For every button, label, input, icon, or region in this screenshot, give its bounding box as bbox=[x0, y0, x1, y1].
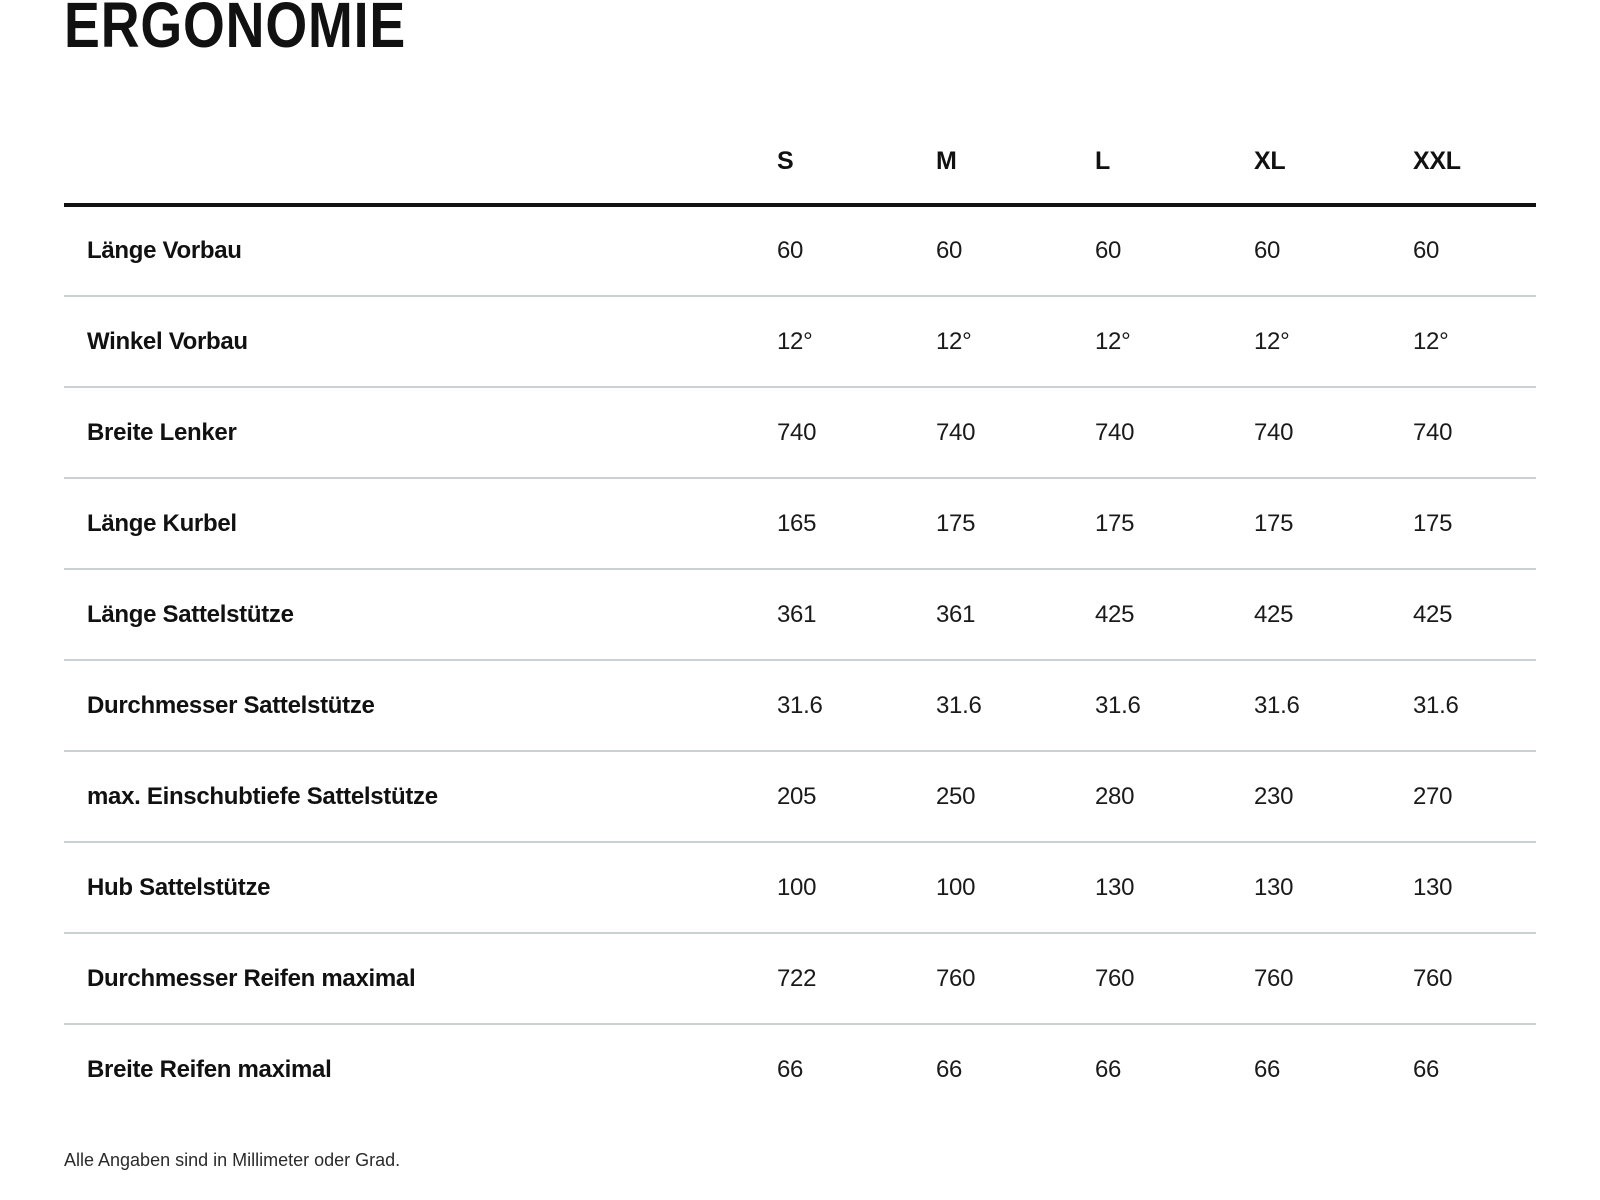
row-label: Breite Lenker bbox=[64, 387, 777, 479]
size-header-row: S M L XL XXL bbox=[64, 120, 1536, 207]
size-header-xl: XL bbox=[1254, 120, 1413, 207]
cell-value: 722 bbox=[777, 933, 936, 1025]
cell-value: 175 bbox=[1095, 478, 1254, 570]
row-label: Hub Sattelstütze bbox=[64, 842, 777, 934]
cell-value: 12° bbox=[1413, 296, 1536, 388]
cell-value: 12° bbox=[936, 296, 1095, 388]
cell-value: 425 bbox=[1095, 569, 1254, 661]
row-label: Länge Kurbel bbox=[64, 478, 777, 570]
row-label: max. Einschubtiefe Sattelstütze bbox=[64, 751, 777, 843]
cell-value: 205 bbox=[777, 751, 936, 843]
cell-value: 361 bbox=[936, 569, 1095, 661]
table-row: Länge Sattelstütze 361 361 425 425 425 bbox=[64, 569, 1536, 661]
cell-value: 130 bbox=[1254, 842, 1413, 934]
cell-value: 165 bbox=[777, 478, 936, 570]
page-title: ERGONOMIE bbox=[64, 0, 407, 61]
cell-value: 60 bbox=[936, 205, 1095, 297]
ergonomics-table: S M L XL XXL Länge Vorbau 60 60 60 60 60… bbox=[64, 120, 1536, 1115]
cell-value: 740 bbox=[1095, 387, 1254, 479]
size-header-l: L bbox=[1095, 120, 1254, 207]
table-row: Breite Reifen maximal 66 66 66 66 66 bbox=[64, 1024, 1536, 1115]
cell-value: 31.6 bbox=[1095, 660, 1254, 752]
cell-value: 280 bbox=[1095, 751, 1254, 843]
row-label: Winkel Vorbau bbox=[64, 296, 777, 388]
cell-value: 31.6 bbox=[1413, 660, 1536, 752]
cell-value: 425 bbox=[1254, 569, 1413, 661]
row-label: Durchmesser Sattelstütze bbox=[64, 660, 777, 752]
cell-value: 60 bbox=[777, 205, 936, 297]
cell-value: 12° bbox=[1254, 296, 1413, 388]
cell-value: 12° bbox=[777, 296, 936, 388]
cell-value: 100 bbox=[777, 842, 936, 934]
cell-value: 31.6 bbox=[1254, 660, 1413, 752]
cell-value: 100 bbox=[936, 842, 1095, 934]
table-row: Durchmesser Reifen maximal 722 760 760 7… bbox=[64, 933, 1536, 1025]
row-label: Länge Sattelstütze bbox=[64, 569, 777, 661]
cell-value: 425 bbox=[1413, 569, 1536, 661]
table-row: Länge Vorbau 60 60 60 60 60 bbox=[64, 205, 1536, 297]
cell-value: 66 bbox=[936, 1056, 963, 1083]
row-label: Durchmesser Reifen maximal bbox=[64, 933, 777, 1025]
cell-value: 31.6 bbox=[777, 660, 936, 752]
cell-value: 130 bbox=[1413, 842, 1536, 934]
cell-value: 760 bbox=[1254, 933, 1413, 1025]
header-spacer bbox=[64, 120, 777, 207]
cell-value: 740 bbox=[777, 387, 936, 479]
cell-value: 31.6 bbox=[936, 660, 1095, 752]
cell-value: 66 bbox=[777, 1056, 804, 1083]
cell-value: 230 bbox=[1254, 751, 1413, 843]
cell-value: 760 bbox=[936, 933, 1095, 1025]
table-row: Winkel Vorbau 12° 12° 12° 12° 12° bbox=[64, 296, 1536, 388]
table-row: Länge Kurbel 165 175 175 175 175 bbox=[64, 478, 1536, 570]
cell-value: 66 bbox=[1095, 1056, 1122, 1083]
cell-value: 740 bbox=[936, 387, 1095, 479]
cell-value: 66 bbox=[1254, 1056, 1281, 1083]
cell-value: 740 bbox=[1413, 387, 1536, 479]
cell-value: 60 bbox=[1095, 205, 1254, 297]
table-row: Hub Sattelstütze 100 100 130 130 130 bbox=[64, 842, 1536, 934]
cell-value: 175 bbox=[1413, 478, 1536, 570]
cell-value: 740 bbox=[1254, 387, 1413, 479]
cell-value: 130 bbox=[1095, 842, 1254, 934]
cell-value: 60 bbox=[1413, 205, 1536, 297]
cell-value: 760 bbox=[1413, 933, 1536, 1025]
cell-value: 175 bbox=[936, 478, 1095, 570]
cell-value: 760 bbox=[1095, 933, 1254, 1025]
cell-value: 270 bbox=[1413, 751, 1536, 843]
table-row: max. Einschubtiefe Sattelstütze 205 250 … bbox=[64, 751, 1536, 843]
cell-value: 175 bbox=[1254, 478, 1413, 570]
row-label: Länge Vorbau bbox=[64, 205, 777, 297]
row-label: Breite Reifen maximal bbox=[87, 1056, 332, 1083]
cell-value: 361 bbox=[777, 569, 936, 661]
size-header-xxl: XXL bbox=[1413, 120, 1536, 207]
size-header-s: S bbox=[777, 120, 936, 207]
size-header-m: M bbox=[936, 120, 1095, 207]
table-row: Durchmesser Sattelstütze 31.6 31.6 31.6 … bbox=[64, 660, 1536, 752]
table-row: Breite Lenker 740 740 740 740 740 bbox=[64, 387, 1536, 479]
cell-value: 66 bbox=[1413, 1056, 1440, 1083]
cell-value: 250 bbox=[936, 751, 1095, 843]
cell-value: 60 bbox=[1254, 205, 1413, 297]
cell-value: 12° bbox=[1095, 296, 1254, 388]
units-footnote: Alle Angaben sind in Millimeter oder Gra… bbox=[64, 1150, 401, 1170]
